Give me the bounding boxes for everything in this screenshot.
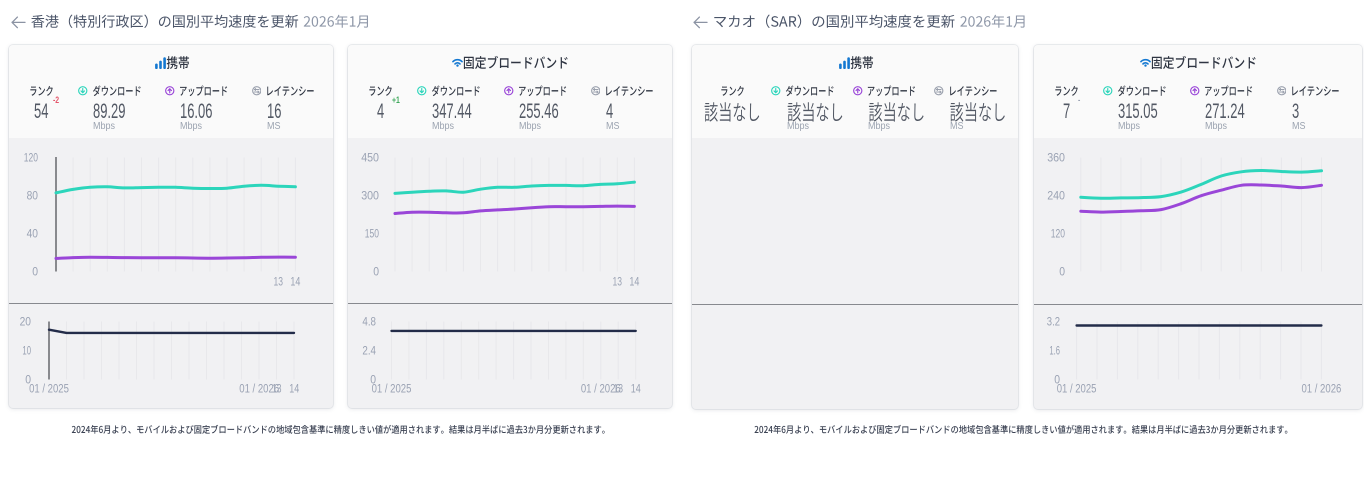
svg-text:4.8: 4.8 [362,316,376,328]
svg-text:0: 0 [373,266,379,278]
svg-text:14: 14 [289,383,299,395]
svg-text:13: 13 [613,277,623,289]
svg-text:3.2: 3.2 [1047,316,1060,328]
svg-text:2.4: 2.4 [362,345,376,357]
svg-text:01 / 2026: 01 / 2026 [581,383,621,395]
svg-text:0: 0 [32,266,38,278]
svg-text:01 / 2025: 01 / 2025 [1057,383,1097,395]
svg-text:20: 20 [20,316,31,328]
svg-text:240: 240 [1047,190,1065,202]
svg-text:120: 120 [1051,228,1065,240]
svg-text:0: 0 [1059,266,1065,278]
svg-text:450: 450 [361,152,379,164]
svg-text:01 / 2025: 01 / 2025 [29,383,69,395]
svg-text:14: 14 [629,277,639,289]
svg-text:0: 0 [370,374,376,386]
svg-text:1.6: 1.6 [1049,345,1060,357]
svg-text:300: 300 [361,190,379,202]
svg-text:01 / 2025: 01 / 2025 [372,383,412,395]
svg-text:13: 13 [272,383,282,395]
svg-text:13: 13 [274,277,284,289]
svg-text:40: 40 [27,228,38,240]
svg-text:13: 13 [613,383,623,395]
svg-text:01 / 2026: 01 / 2026 [1301,383,1341,395]
svg-text:360: 360 [1047,152,1065,164]
svg-text:14: 14 [631,383,641,395]
svg-text:0: 0 [1054,374,1060,386]
svg-text:150: 150 [365,228,379,240]
svg-text:120: 120 [24,152,38,164]
svg-text:14: 14 [290,277,300,289]
svg-text:80: 80 [27,190,38,202]
svg-text:01 / 2026: 01 / 2026 [239,383,279,395]
svg-text:10: 10 [22,345,31,357]
svg-text:0: 0 [25,374,31,386]
